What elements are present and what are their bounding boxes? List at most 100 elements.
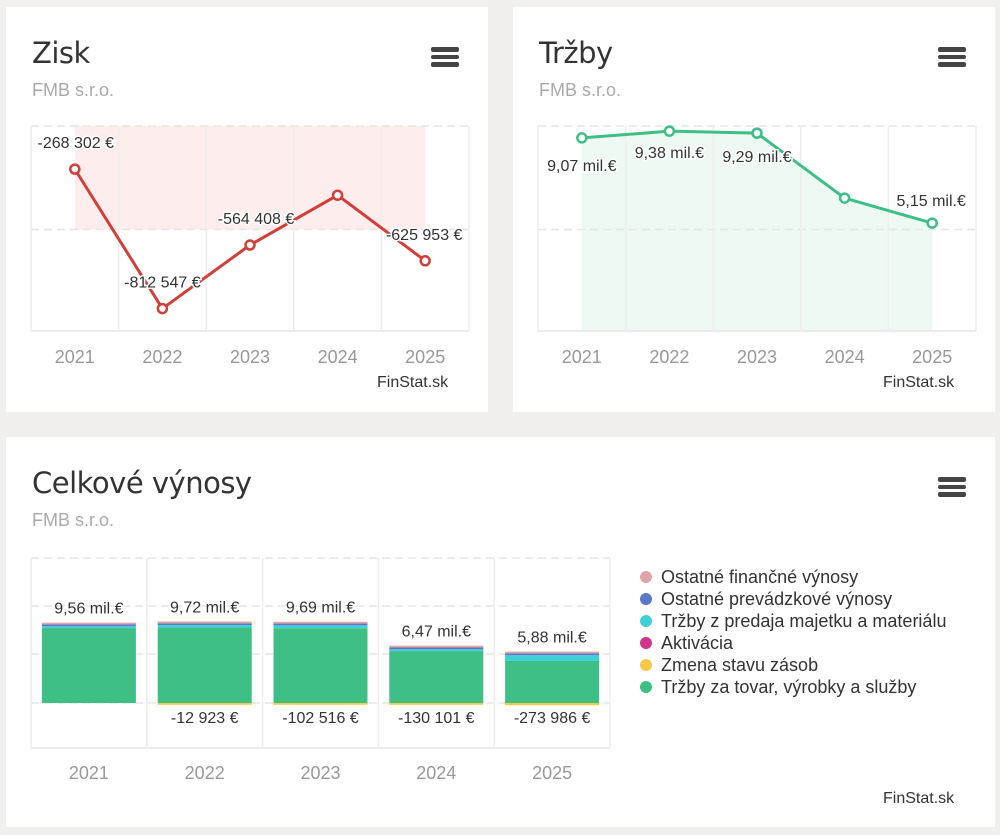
data-point	[331, 189, 344, 201]
bar-segment	[273, 628, 368, 703]
legend-item[interactable]: Zmena stavu zásob	[632, 654, 946, 676]
series-line-segment	[160, 243, 252, 311]
x-tick-label: 2021	[562, 347, 602, 367]
zisk-line-chart: 2021 2022 2023 2024 2025 -268 302 € -812 547 €…	[30, 125, 470, 367]
x-tick-label: 2022	[649, 347, 689, 367]
legend-label: Zmena stavu zásob	[661, 655, 819, 675]
legend-item[interactable]: Ostatné prevádzkové výnosy	[632, 588, 946, 610]
legend-dot-icon	[640, 571, 652, 583]
trzby-area-chart: 2021 2022 2023 2024 2025 9,07 mil.€ 9,38 mil.€…	[537, 125, 977, 367]
legend-dot-icon	[640, 681, 652, 693]
x-tick-label: 2022	[185, 763, 225, 783]
bar-segment	[273, 625, 368, 629]
x-tick-label: 2025	[405, 347, 445, 367]
x-tick-label: 2025	[912, 347, 952, 367]
bar-segment	[157, 623, 252, 626]
data-point	[663, 125, 676, 137]
legend-item[interactable]: Tržby z predaja majetku a materiálu	[632, 610, 946, 632]
data-point	[419, 255, 431, 267]
data-label: -268 302 €	[38, 135, 115, 152]
card-title: Celkové výnosy	[32, 466, 252, 500]
finstat-credit-link[interactable]: FinStat.sk	[883, 374, 955, 391]
data-label: 5,15 mil.€	[897, 193, 966, 210]
bar-segment	[157, 625, 252, 628]
card-subtitle: FMB s.r.o.	[32, 80, 115, 100]
data-label: -564 408 €	[218, 211, 295, 228]
bar-segment	[157, 621, 252, 624]
legend-label: Ostatné finančné výnosy	[661, 567, 859, 587]
bar-segment	[389, 645, 484, 648]
bar-total-label: 9,69 mil.€	[286, 600, 355, 617]
bar-segment	[41, 624, 136, 627]
data-label: -625 953 €	[386, 227, 463, 244]
bar-segment	[505, 655, 600, 661]
legend-label: Aktivácia	[661, 633, 734, 653]
bar-negative-label: -12 923 €	[171, 710, 239, 727]
bar-segment	[41, 628, 136, 703]
area-fill	[581, 131, 933, 331]
data-point	[926, 217, 938, 229]
x-tick-label: 2021	[55, 347, 95, 367]
legend-label: Tržby za tovar, výrobky a služby	[661, 677, 917, 697]
bar-segment	[389, 649, 484, 652]
data-label: 9,29 mil.€	[722, 149, 791, 166]
bar-segment	[505, 703, 600, 706]
bar-segment	[41, 622, 136, 625]
finstat-credit-link[interactable]: FinStat.sk	[377, 374, 449, 391]
bar-segment	[157, 627, 252, 703]
card-subtitle: FMB s.r.o.	[32, 510, 115, 530]
data-point	[751, 127, 763, 139]
legend-label: Ostatné prevádzkové výnosy	[661, 589, 893, 609]
data-point	[156, 302, 169, 315]
series-line-segment	[248, 193, 340, 247]
data-point	[576, 132, 588, 144]
data-label: 9,07 mil.€	[547, 158, 616, 175]
data-label: 9,38 mil.€	[635, 145, 704, 162]
hamburger-menu-icon[interactable]	[431, 45, 459, 69]
x-tick-label: 2025	[532, 763, 572, 783]
vynosy-stacked-bar-chart: 2021 2022 2023 2024 2025 9,56 mil.€ 9,72 mil.€…	[30, 557, 611, 783]
hamburger-menu-icon[interactable]	[938, 45, 966, 69]
data-point	[244, 239, 256, 251]
x-tick-label: 2024	[318, 347, 358, 367]
bar-negative-label: -130 101 €	[398, 710, 475, 727]
legend-item[interactable]: Ostatné finančné výnosy	[632, 566, 946, 588]
bar-total-label: 9,56 mil.€	[54, 601, 123, 618]
plot-band	[74, 126, 426, 230]
legend-dot-icon	[640, 615, 652, 627]
legend-item[interactable]: Tržby za tovar, výrobky a služby	[632, 676, 946, 698]
bar-total-label: 9,72 mil.€	[170, 600, 239, 617]
x-tick-label: 2023	[737, 347, 777, 367]
series-line-segment	[755, 131, 847, 200]
legend-label: Tržby z predaja majetku a materiálu	[661, 611, 947, 631]
legend-dot-icon	[640, 637, 652, 649]
bar-negative-label: -273 986 €	[514, 710, 591, 727]
series-line-segment	[843, 196, 934, 225]
bar-total-label: 6,47 mil.€	[402, 624, 471, 641]
bar-negative-label: -102 516 €	[282, 710, 359, 727]
card-subtitle: FMB s.r.o.	[539, 80, 622, 100]
series-line-segment	[667, 129, 759, 135]
chart-legend: Ostatné finančné výnosy Ostatné prevádzko…	[632, 566, 946, 698]
bar-segment	[389, 647, 484, 650]
hamburger-menu-icon[interactable]	[938, 475, 966, 499]
legend-dot-icon	[640, 593, 652, 605]
legend-dot-icon	[640, 659, 652, 671]
bar-segment	[273, 623, 368, 626]
series-line-segment	[336, 193, 427, 263]
x-tick-label: 2021	[69, 763, 109, 783]
series-line-segment	[73, 167, 164, 311]
x-tick-label: 2023	[300, 763, 340, 783]
bar-segment	[505, 653, 600, 656]
bar-segment	[505, 651, 600, 654]
data-point	[69, 163, 81, 175]
bar-segment	[273, 703, 368, 705]
x-tick-label: 2024	[416, 763, 456, 783]
data-label: -812 547 €	[124, 275, 201, 292]
finstat-credit-link[interactable]: FinStat.sk	[883, 790, 955, 807]
legend-item[interactable]: Aktivácia	[632, 632, 946, 654]
bar-segment	[41, 626, 136, 629]
x-tick-label: 2022	[142, 347, 182, 367]
trzby-card: Tržby FMB s.r.o. 2021 2022 2023 2024 2025 9,0…	[513, 7, 995, 412]
bar-segment	[389, 703, 484, 705]
